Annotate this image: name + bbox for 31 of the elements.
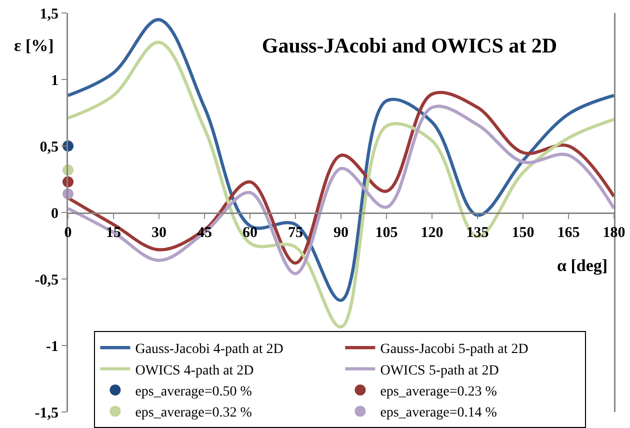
legend-label: eps_average=0.50 %: [135, 384, 252, 400]
y-tick-label: 0,5: [40, 139, 58, 156]
y-tick-label: -1,5: [34, 405, 58, 422]
x-tick-label: 180: [602, 225, 626, 241]
x-tick-label: 150: [512, 225, 534, 241]
legend-label: Gauss-Jacobi 5-path at 2D: [380, 342, 528, 358]
y-tick-label: 0: [51, 206, 58, 222]
x-tick-label: 75: [288, 225, 303, 241]
x-tick-label: 0: [64, 225, 72, 241]
y-axis-title: ε [%]: [14, 36, 54, 55]
x-tick-label: 120: [420, 225, 444, 241]
text: Gauss-JAcobi and OWICS at 2D: [262, 33, 558, 58]
y-tick-label: 1: [51, 72, 58, 89]
x-tick-label: 165: [557, 225, 580, 241]
legend-label: eps_average=0.32 %: [135, 406, 252, 421]
y-tick-label: -1: [46, 338, 58, 355]
x-tick-label: 30: [152, 225, 166, 241]
x-tick-label: 90: [334, 225, 348, 241]
y-tick-label: 1,5: [40, 6, 58, 22]
x-tick-label: 60: [242, 225, 258, 241]
legend-label: OWICS 4-path at 2D: [135, 363, 254, 378]
x-tick-label: 105: [375, 225, 398, 241]
legend-label: eps_average=0.23 %: [380, 384, 498, 400]
legend-label: eps_average=0.14 %: [380, 406, 498, 421]
legend-label: Gauss-Jacobi 4-path at 2D: [135, 342, 284, 358]
y-tick-label: -0,5: [34, 272, 58, 288]
x-tick-label: 15: [106, 225, 121, 241]
x-tick-label: 135: [466, 225, 489, 241]
legend-label: OWICS 5-path at 2D: [380, 363, 499, 378]
x-axis-title: α [deg]: [557, 256, 608, 275]
x-tick-label: 45: [197, 225, 212, 241]
